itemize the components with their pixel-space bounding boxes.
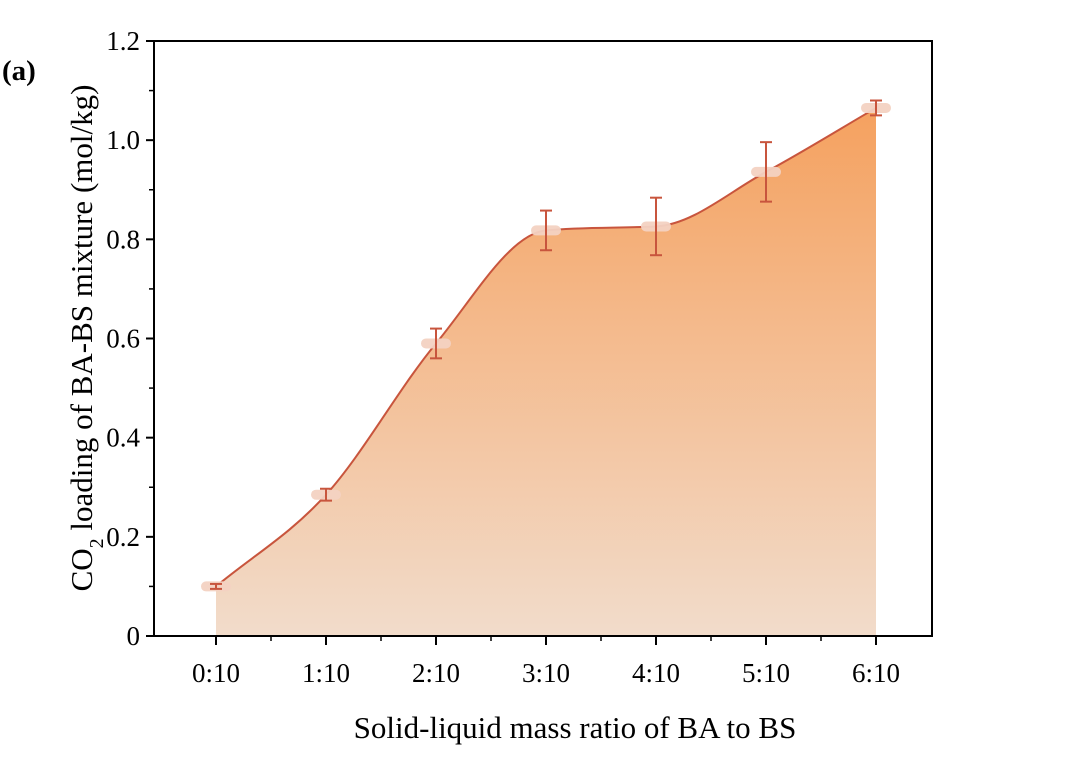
- error-bar-2:10: [430, 327, 442, 360]
- x-tick-label: 3:10: [522, 658, 570, 688]
- error-bar-5:10: [760, 141, 772, 203]
- x-tick-label: 1:10: [302, 658, 350, 688]
- error-bar-layer: [210, 99, 882, 590]
- x-tick-label: 0:10: [192, 658, 240, 688]
- y-tick-label: 0.4: [106, 423, 140, 453]
- y-axis-title-subscript: 2: [86, 538, 108, 548]
- y-tick-label: 0: [127, 621, 141, 651]
- y-axis-title-rest: loading of BA-BS mixture (mol/kg): [64, 85, 99, 539]
- area-fill: [216, 107, 876, 636]
- error-bar-4:10: [650, 196, 662, 257]
- y-tick-label: 1.2: [106, 26, 140, 56]
- x-tick-label: 6:10: [852, 658, 900, 688]
- error-bar-6:10: [870, 99, 882, 117]
- y-axis-title: CO2 loading of BA-BS mixture (mol/kg): [64, 85, 108, 592]
- x-tick-label: 4:10: [632, 658, 680, 688]
- y-tick-label: 0.6: [106, 324, 140, 354]
- y-axis-ticks: 0 0.2 0.4 0.6 0.8 1.0 1.2: [106, 26, 154, 651]
- x-tick-label: 2:10: [412, 658, 460, 688]
- x-axis-title: Solid-liquid mass ratio of BA to BS: [354, 710, 797, 745]
- y-tick-label: 0.8: [106, 224, 140, 254]
- x-tick-label: 5:10: [742, 658, 790, 688]
- error-bar-1:10: [320, 487, 332, 502]
- y-axis-title-main: CO: [64, 548, 99, 591]
- x-axis-ticks: 0:10 1:10 2:10 3:10 4:10 5:10 6:10: [192, 636, 900, 688]
- y-tick-label: 1.0: [106, 125, 140, 155]
- y-tick-label: 0.2: [106, 522, 140, 552]
- error-bar-0:10: [210, 582, 222, 590]
- area-fill-layer: [216, 107, 876, 636]
- error-bar-3:10: [540, 209, 552, 252]
- panel-label: (a): [2, 55, 36, 87]
